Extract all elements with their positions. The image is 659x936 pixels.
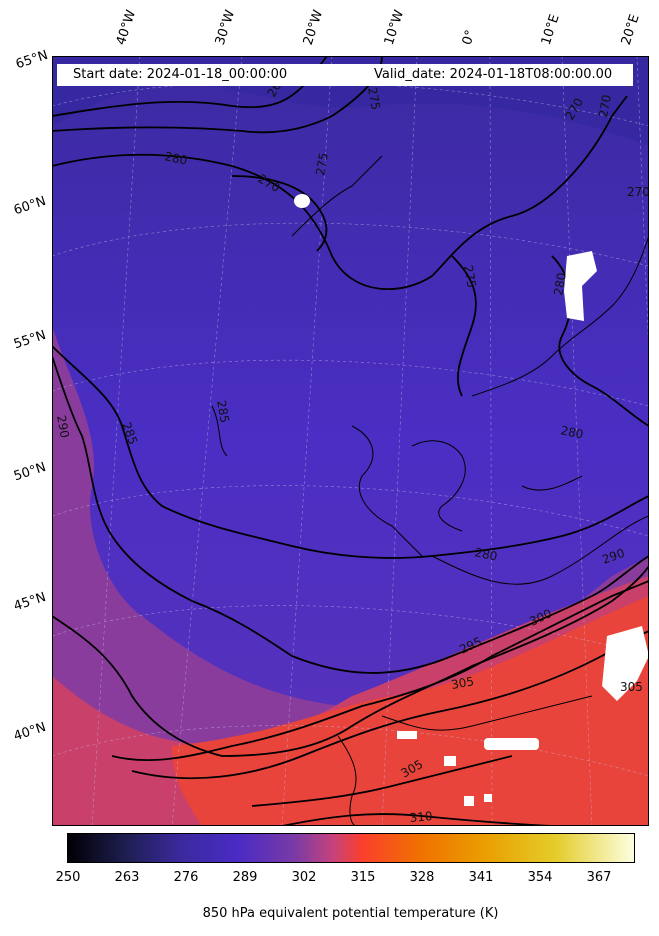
longitude-label: 10°W — [381, 8, 408, 47]
contour-label-group: 265 275 280 270 270 275 270 275 280 270 … — [54, 73, 649, 825]
contour-290 — [52, 355, 649, 674]
contour-label: 305 — [450, 674, 475, 692]
latitude-label: 55°N — [12, 327, 48, 353]
contour-label: 275 — [313, 152, 331, 177]
contour-310 — [281, 813, 553, 826]
contour-label: 270 — [596, 94, 614, 119]
contour-305-south — [251, 755, 513, 807]
longitude-label: 20°W — [300, 8, 327, 47]
longitude-label: 20°E — [618, 12, 643, 48]
hot-region — [172, 596, 649, 826]
missing-data — [294, 194, 649, 806]
longitude-label: 10°E — [538, 12, 563, 48]
start-date-label: Start date: 2024-01-18_00:00:00 — [73, 67, 288, 82]
contour-label: 280 — [551, 272, 569, 297]
contour-label: 290 — [54, 414, 72, 439]
latitude-label: 45°N — [12, 589, 48, 615]
contour-label: 280 — [163, 149, 188, 167]
coastlines — [211, 155, 649, 826]
contour-305 — [131, 630, 649, 780]
latitude-label: 50°N — [12, 459, 48, 485]
contour-285 — [52, 345, 649, 559]
colorbar-tick: 263 — [114, 870, 140, 885]
colorbar-tick: 354 — [527, 870, 553, 885]
colorbar-tick: 328 — [409, 870, 435, 885]
colorbar-label: 850 hPa equivalent potential temperature… — [202, 906, 499, 921]
contour-label: 310 — [409, 809, 433, 825]
date-banner: Start date: 2024-01-18_00:00:00 Valid_da… — [57, 64, 633, 86]
contour-275-mid — [451, 255, 477, 397]
colorbar — [67, 833, 635, 863]
contour-label: 280 — [559, 423, 584, 441]
longitude-label: 0° — [459, 28, 479, 47]
contour-295 — [52, 565, 649, 757]
map-canvas: 265 275 280 270 270 275 270 275 280 270 … — [52, 56, 649, 826]
contour-lines — [52, 56, 649, 826]
contour-label: 305 — [620, 680, 643, 694]
contour-label: 285 — [214, 399, 232, 424]
contour-270 — [231, 175, 328, 252]
contour-label: 270 — [627, 185, 649, 199]
contour-265 — [52, 56, 328, 117]
colorbar-tick: 276 — [173, 870, 199, 885]
latitude-label: 65°N — [14, 47, 50, 73]
contour-label: 280 — [473, 545, 498, 563]
colorbar-tick: 341 — [468, 870, 494, 885]
colorbar-tick: 367 — [586, 870, 612, 885]
colorbar-tick: 315 — [350, 870, 376, 885]
contour-label: 275 — [461, 264, 479, 289]
colorbar-tick: 302 — [291, 870, 317, 885]
valid-date-label: Valid_date: 2024-01-18T08:00:00.00 — [374, 67, 613, 82]
contour-300 — [111, 580, 649, 761]
latitude-label: 40°N — [12, 719, 48, 745]
latitude-label: 60°N — [12, 193, 48, 219]
contour-280-north — [52, 95, 628, 291]
longitude-label: 40°W — [113, 8, 140, 47]
contour-label: 275 — [365, 86, 383, 111]
colorbar-tick: 289 — [232, 870, 258, 885]
colorbar-tick: 250 — [55, 870, 81, 885]
longitude-label: 30°W — [212, 8, 239, 47]
contour-275-north — [52, 56, 383, 134]
